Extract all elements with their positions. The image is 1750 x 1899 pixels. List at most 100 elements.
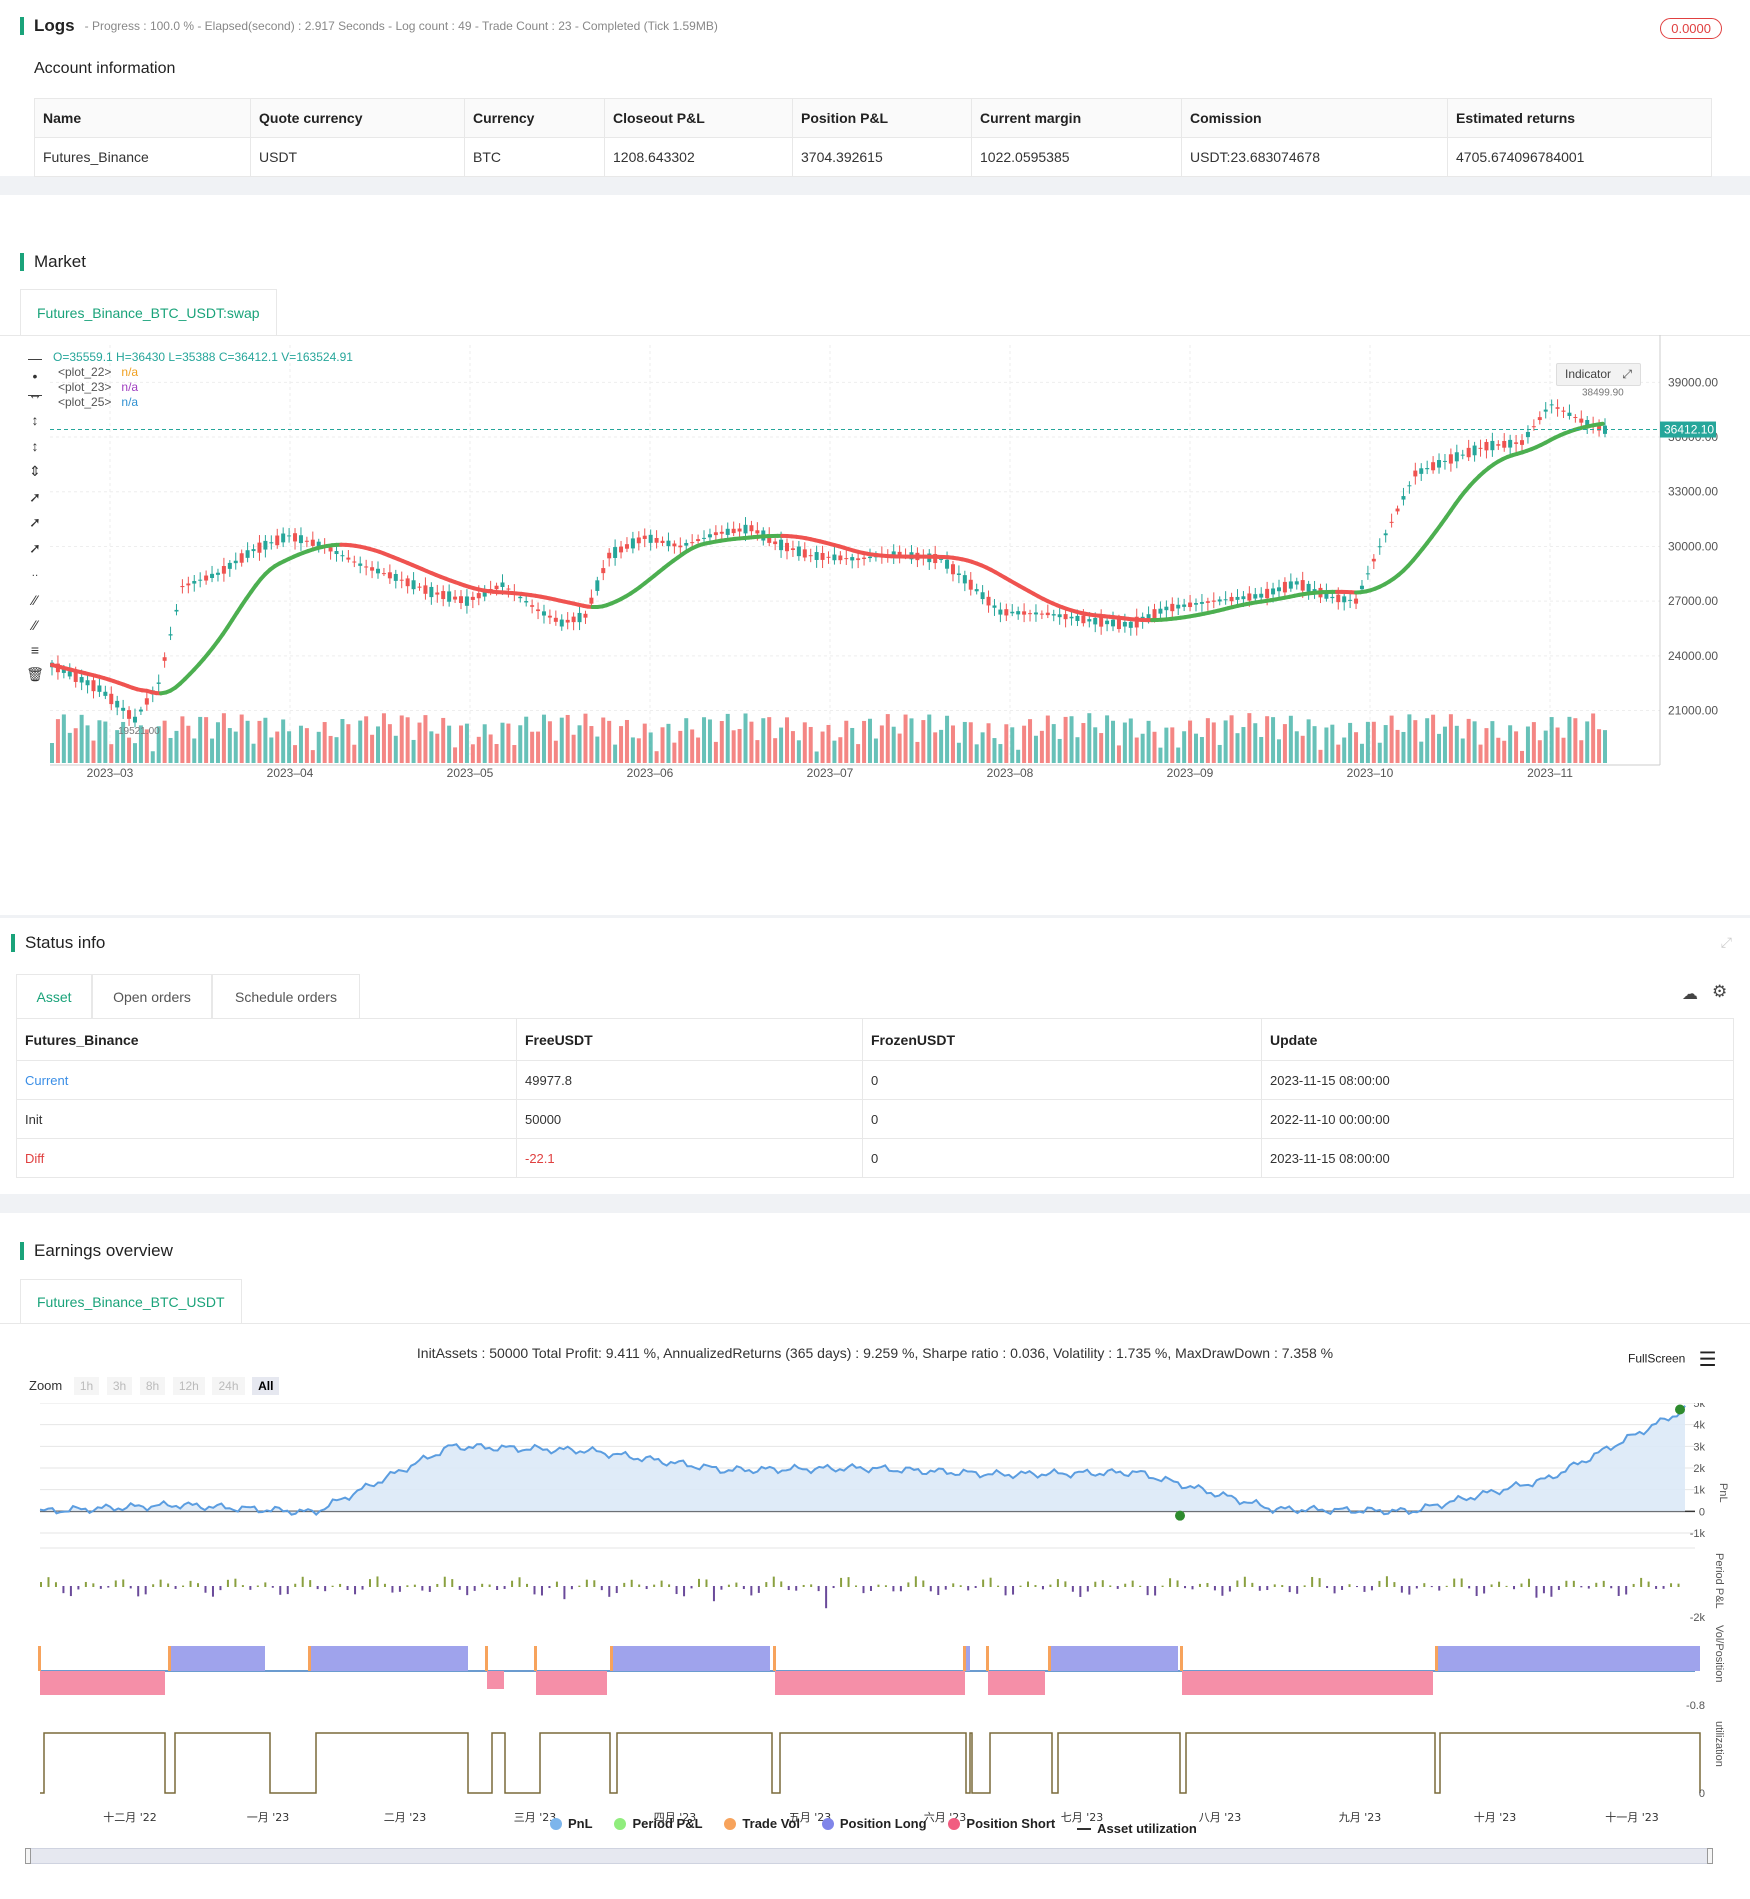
zoom-8h[interactable]: 8h	[139, 1377, 166, 1395]
tab-earnings-symbol[interactable]: Futures_Binance_BTC_USDT	[20, 1279, 242, 1323]
asset-table: Futures_Binance FreeUSDT FrozenUSDT Upda…	[16, 1018, 1734, 1178]
navigator-scrollbar[interactable]	[25, 1848, 1713, 1864]
tab-asset[interactable]: Asset	[16, 974, 92, 1018]
cloud-download-icon[interactable]: ☁	[1682, 986, 1698, 1003]
tab-schedule-orders[interactable]: Schedule orders	[212, 974, 360, 1018]
ppl-bar	[974, 1586, 977, 1588]
fullscreen-button[interactable]: FullScreen ☰	[1628, 1347, 1717, 1372]
candle-body	[1075, 615, 1080, 622]
volume-bar	[524, 716, 529, 763]
fib-channel-icon[interactable]: ⁄⁄	[32, 617, 38, 633]
volume-bar	[607, 720, 612, 763]
candle-body	[1170, 603, 1175, 612]
volume-bar	[121, 721, 126, 763]
volume-bar	[862, 720, 867, 763]
section-marker	[20, 17, 24, 35]
ppl-bar	[1408, 1586, 1411, 1595]
ppl-bar	[1393, 1582, 1396, 1587]
candle-body	[447, 591, 452, 602]
candle-body	[945, 559, 950, 569]
legend-item[interactable]: Asset utilization	[1077, 1821, 1197, 1836]
ppl-bar	[1303, 1585, 1306, 1587]
tab-open-orders[interactable]: Open orders	[92, 974, 212, 1018]
candlestick-chart[interactable]: 39000.0036000.0033000.0030000.0027000.00…	[0, 335, 1750, 835]
scroll-handle-right[interactable]	[1707, 1848, 1713, 1864]
ppl-bar	[1505, 1585, 1508, 1587]
zoom-3h[interactable]: 3h	[106, 1377, 133, 1395]
month-tick-label: 三月 '23	[514, 1811, 557, 1824]
volume-bar	[73, 728, 78, 763]
ppl-bar	[92, 1583, 95, 1587]
legend-item[interactable]: Trade Vol	[724, 1816, 800, 1831]
earnings-panel: Earnings overview Futures_Binance_BTC_US…	[0, 1213, 1750, 1899]
menu-icon[interactable]: ☰	[1698, 1349, 1717, 1371]
ppl-bar	[256, 1585, 259, 1587]
legend-item[interactable]: Period P&L	[614, 1816, 703, 1831]
candle-body	[565, 619, 570, 623]
tab-underline	[0, 335, 1750, 336]
trash-icon[interactable]: 🗑	[26, 666, 44, 682]
expand-icon[interactable]: ⤢	[1622, 367, 1632, 381]
candle-body	[897, 551, 902, 557]
volume-bar	[873, 738, 878, 763]
scroll-handle-left[interactable]	[25, 1848, 31, 1864]
zoom-all[interactable]: All	[252, 1377, 280, 1395]
zoom-24h[interactable]: 24h	[212, 1377, 245, 1395]
legend-item[interactable]: Position Short	[948, 1816, 1055, 1831]
ray-line-icon[interactable]: ➚	[29, 514, 41, 530]
volume-bar	[281, 719, 286, 763]
volume-bar	[429, 731, 434, 763]
extended-line-icon[interactable]: ➚	[29, 540, 41, 556]
fib-retracement-icon[interactable]: ≡	[30, 642, 40, 658]
volume-bar	[263, 717, 268, 763]
status-title-text: Status info	[25, 933, 106, 952]
volume-bar	[619, 726, 624, 763]
legend-dot	[821, 1817, 834, 1830]
price-label-icon[interactable]: ‥	[31, 568, 39, 579]
ppl-bar	[99, 1586, 102, 1589]
ppl-bar	[855, 1585, 858, 1587]
ppl-bar	[1213, 1586, 1216, 1591]
earnings-chart[interactable]: 5k 4k 3k 2k 1k 0 -1k PnL -2k Period P&L -0.8 Vol/Po…	[0, 1403, 1750, 1883]
candle-body	[553, 617, 558, 622]
ppl-bar	[1483, 1586, 1486, 1594]
vertical-line-icon[interactable]: ↕	[31, 412, 39, 428]
volume-bar	[97, 720, 102, 763]
volume-bar	[1146, 720, 1151, 763]
ppl-bar	[219, 1586, 222, 1591]
ppl-bar	[62, 1586, 65, 1594]
collapse-icon[interactable]: ⤢	[1720, 934, 1732, 950]
ppl-bar	[264, 1582, 267, 1587]
zoom-1h[interactable]: 1h	[73, 1377, 100, 1395]
crosshair-line-icon[interactable]: —	[28, 350, 42, 366]
vertical-arrow-icon[interactable]: ⇕	[29, 463, 41, 479]
tab-market-symbol[interactable]: Futures_Binance_BTC_USDT:swap	[20, 289, 277, 335]
trend-line-icon[interactable]: ➚	[29, 489, 41, 505]
cell: 2023-11-15 08:00:00	[1261, 1138, 1734, 1178]
candle-body	[198, 579, 203, 581]
candle-body	[867, 556, 872, 559]
volume-bar	[1039, 730, 1044, 763]
ppl-bar	[1318, 1578, 1321, 1587]
zoom-12h[interactable]: 12h	[172, 1377, 205, 1395]
candle-body	[1134, 616, 1139, 628]
candle-body	[79, 677, 84, 683]
gear-icon[interactable]: ⚙	[1712, 982, 1728, 1001]
volume-bar	[1265, 716, 1270, 763]
horizontal-ray-icon[interactable]: •—	[28, 368, 42, 402]
volume-bar	[719, 721, 724, 763]
candle-body	[233, 560, 238, 564]
volume-bar	[702, 717, 707, 763]
candle-body	[281, 533, 286, 543]
candle-body	[684, 542, 689, 546]
legend-item[interactable]: PnL	[550, 1816, 593, 1831]
vertical-segment-icon[interactable]: ↕	[31, 438, 39, 454]
legend-item[interactable]: Position Long	[821, 1816, 927, 1831]
asset-row-current: Current 49977.8 0 2023-11-15 08:00:00	[16, 1060, 1734, 1100]
pnl-tick-label: 1k	[1693, 1485, 1705, 1497]
candle-body	[138, 709, 143, 712]
col-closeout: Closeout P&L	[604, 98, 793, 138]
indicator-button[interactable]: Indicator ⤢	[1556, 363, 1641, 386]
horizontal-line-icon[interactable]: ↔	[28, 386, 42, 402]
parallel-channel-icon[interactable]: ⁄⁄	[32, 592, 38, 608]
